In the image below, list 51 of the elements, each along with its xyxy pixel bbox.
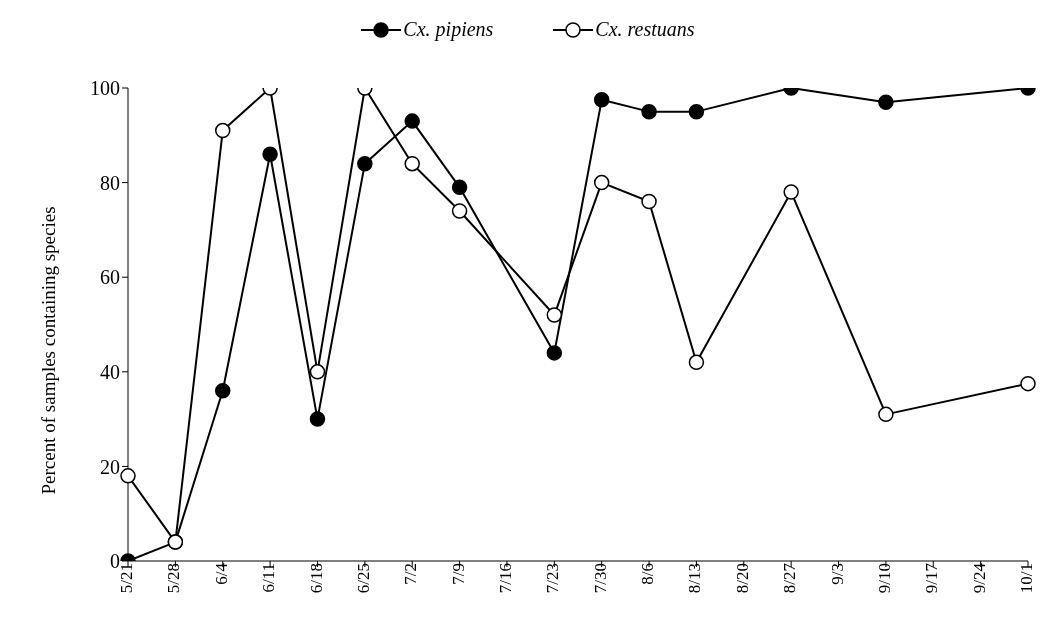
x-tick-label: 9/3 bbox=[827, 563, 847, 585]
x-tick-label: 8/6 bbox=[638, 563, 658, 585]
point bbox=[214, 122, 231, 139]
x-tick-label: 7/16 bbox=[496, 563, 516, 594]
point bbox=[688, 354, 705, 371]
y-tick-label: 80 bbox=[100, 171, 120, 194]
point bbox=[309, 364, 326, 380]
y-tick-label: 0 bbox=[110, 550, 120, 573]
x-tick-label: 9/10 bbox=[874, 563, 894, 594]
point bbox=[357, 155, 373, 172]
point bbox=[641, 103, 657, 120]
x-tick-label: 6/4 bbox=[211, 562, 231, 585]
x-tick-label: 9/17 bbox=[922, 562, 942, 594]
x-tick-label: 10/1 bbox=[1017, 563, 1037, 594]
point bbox=[546, 307, 563, 323]
x-tick-label: 7/9 bbox=[448, 563, 468, 585]
x-tick-label: 7/23 bbox=[543, 563, 563, 594]
point bbox=[214, 382, 231, 399]
x-tick-label: 8/27 bbox=[780, 562, 800, 594]
point bbox=[641, 193, 657, 210]
x-tick-label: 8/13 bbox=[685, 563, 705, 594]
point bbox=[451, 179, 468, 196]
legend-label: Cx. pipiens bbox=[403, 18, 494, 41]
point bbox=[878, 406, 894, 423]
y-tick-label: 40 bbox=[100, 360, 120, 383]
point bbox=[878, 94, 894, 110]
x-tick-label: 9/24 bbox=[969, 562, 989, 594]
point bbox=[404, 155, 420, 172]
legend-label: Cx. restuans bbox=[595, 18, 695, 41]
point bbox=[593, 174, 610, 191]
y-tick-label: 100 bbox=[90, 77, 120, 100]
point bbox=[593, 92, 610, 108]
point bbox=[309, 411, 326, 427]
point bbox=[262, 146, 278, 162]
x-tick-label: 7/2 bbox=[401, 563, 421, 585]
x-tick-label: 8/20 bbox=[732, 563, 752, 594]
point bbox=[404, 113, 420, 129]
point bbox=[783, 184, 799, 200]
y-axis-title: Percent of samples containing species bbox=[37, 206, 59, 495]
x-tick-label: 5/28 bbox=[164, 563, 184, 594]
y-tick-label: 60 bbox=[100, 266, 120, 289]
y-tick-label: 20 bbox=[100, 455, 120, 478]
point bbox=[1020, 375, 1036, 392]
x-tick-label: 6/11 bbox=[259, 563, 279, 593]
x-tick-label: 6/25 bbox=[353, 563, 373, 594]
x-tick-label: 6/18 bbox=[306, 563, 326, 594]
point bbox=[546, 345, 563, 361]
x-tick-label: 7/30 bbox=[590, 563, 610, 594]
point bbox=[688, 103, 705, 120]
point bbox=[451, 203, 468, 219]
point bbox=[120, 468, 136, 484]
